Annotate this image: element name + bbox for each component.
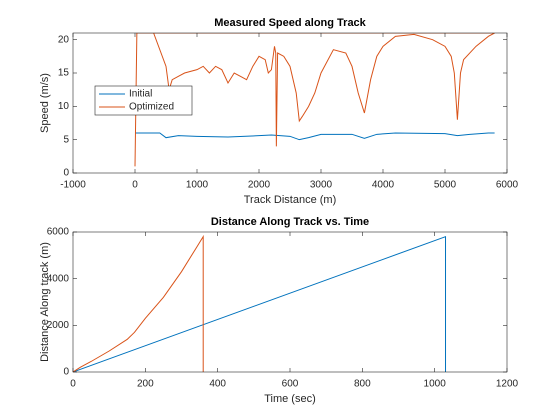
- x-tick-label: 2000: [248, 180, 271, 191]
- data-line: [135, 132, 495, 141]
- y-tick-label: 10: [58, 101, 70, 112]
- y-tick-label: 0: [63, 168, 69, 179]
- y-tick-label: 20: [58, 34, 70, 45]
- x-tick-label: 1000: [186, 180, 209, 191]
- legend: Initial Optimized: [94, 85, 193, 116]
- x-axis-label: Time (sec): [264, 393, 316, 405]
- x-tick-label: 1200: [496, 379, 519, 390]
- chart-title: Distance Along Track vs. Time: [211, 216, 369, 228]
- data-line: [73, 234, 204, 372]
- x-tick-label: 6000: [496, 180, 519, 191]
- legend-label: Optimized: [129, 102, 174, 113]
- x-tick-label: 3000: [310, 180, 333, 191]
- x-tick-label: 200: [137, 379, 154, 390]
- plot-area: [73, 232, 507, 372]
- axes-box: [72, 32, 508, 174]
- x-tick-label: 4000: [372, 180, 395, 191]
- legend-box: [94, 85, 193, 116]
- data-line: [73, 235, 447, 372]
- x-tick-label: 400: [209, 379, 226, 390]
- x-tick-label: 600: [282, 379, 299, 390]
- x-tick-label: 5000: [434, 180, 457, 191]
- legend-label: Initial: [129, 89, 152, 100]
- y-tick-label: 4000: [47, 273, 70, 284]
- data-line: [134, 33, 495, 167]
- x-tick-label: -1000: [60, 180, 86, 191]
- x-tick-label: 0: [132, 180, 138, 191]
- y-tick-label: 15: [58, 68, 70, 79]
- x-tick-label: 0: [70, 379, 76, 390]
- x-tick-label: 800: [354, 379, 371, 390]
- x-axis-label: Track Distance (m): [244, 194, 337, 206]
- y-tick-label: 5: [63, 134, 69, 145]
- y-axis-label: Distance Along track (m): [39, 242, 51, 362]
- y-tick-label: 2000: [47, 320, 70, 331]
- y-tick-label: 6000: [47, 227, 70, 238]
- chart-title: Measured Speed along Track: [214, 17, 366, 29]
- x-tick-label: 1000: [424, 379, 447, 390]
- y-axis-label: Speed (m/s): [39, 73, 51, 133]
- y-tick-label: 0: [63, 367, 69, 378]
